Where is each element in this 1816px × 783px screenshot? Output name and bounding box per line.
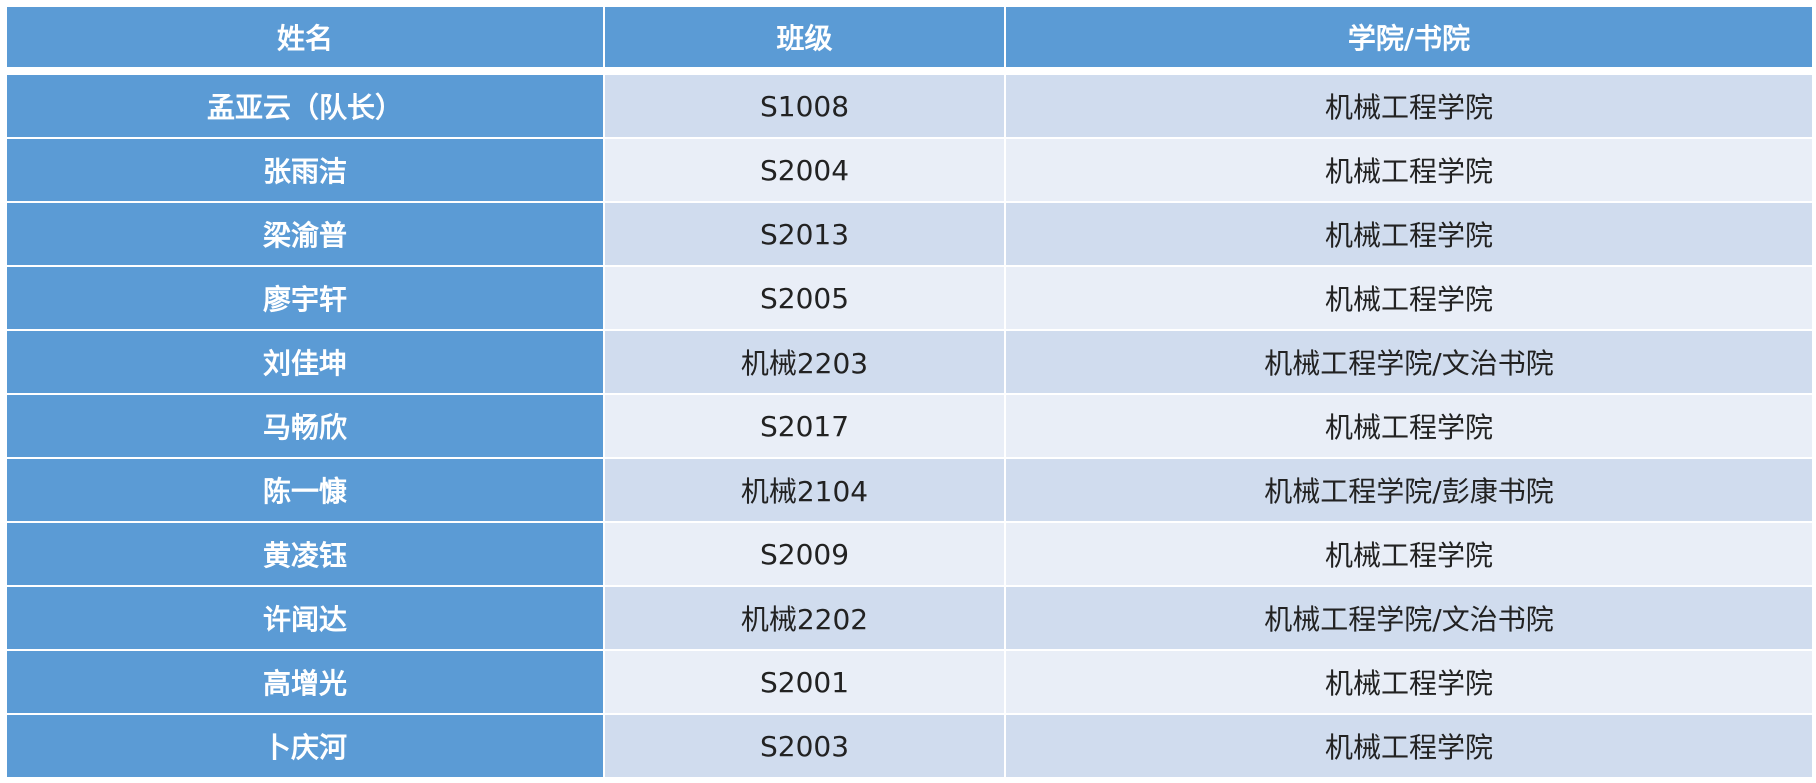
- class-cell: S2003: [605, 715, 1004, 777]
- college-cell: 机械工程学院: [1006, 715, 1812, 777]
- header-name: 姓名: [7, 7, 603, 73]
- table-row: 刘佳坤 机械2203 机械工程学院/文治书院: [7, 331, 1812, 393]
- name-cell: 黄凌钰: [7, 523, 603, 585]
- college-cell: 机械工程学院: [1006, 203, 1812, 265]
- college-cell: 机械工程学院/文治书院: [1006, 587, 1812, 649]
- class-cell: S1008: [605, 75, 1004, 137]
- class-cell: S2009: [605, 523, 1004, 585]
- team-table: 姓名 班级 学院/书院 孟亚云（队长） S1008 机械工程学院 张雨洁 S2004 机械…: [5, 5, 1814, 779]
- table-row: 梁渝普 S2013 机械工程学院: [7, 203, 1812, 265]
- name-cell: 许闻达: [7, 587, 603, 649]
- name-cell: 陈一慷: [7, 459, 603, 521]
- table-row: 陈一慷 机械2104 机械工程学院/彭康书院: [7, 459, 1812, 521]
- class-cell: 机械2202: [605, 587, 1004, 649]
- name-cell: 马畅欣: [7, 395, 603, 457]
- class-cell: S2004: [605, 139, 1004, 201]
- name-cell: 梁渝普: [7, 203, 603, 265]
- college-cell: 机械工程学院/彭康书院: [1006, 459, 1812, 521]
- table-row: 黄凌钰 S2009 机械工程学院: [7, 523, 1812, 585]
- name-cell: 廖宇轩: [7, 267, 603, 329]
- class-cell: 机械2104: [605, 459, 1004, 521]
- college-cell: 机械工程学院: [1006, 75, 1812, 137]
- college-cell: 机械工程学院/文治书院: [1006, 331, 1812, 393]
- college-cell: 机械工程学院: [1006, 139, 1812, 201]
- college-cell: 机械工程学院: [1006, 651, 1812, 713]
- class-cell: S2001: [605, 651, 1004, 713]
- class-cell: S2005: [605, 267, 1004, 329]
- header-college: 学院/书院: [1006, 7, 1812, 73]
- class-cell: S2017: [605, 395, 1004, 457]
- college-cell: 机械工程学院: [1006, 523, 1812, 585]
- college-cell: 机械工程学院: [1006, 395, 1812, 457]
- table-row: 廖宇轩 S2005 机械工程学院: [7, 267, 1812, 329]
- class-cell: 机械2203: [605, 331, 1004, 393]
- table-row: 高增光 S2001 机械工程学院: [7, 651, 1812, 713]
- table-row: 许闻达 机械2202 机械工程学院/文治书院: [7, 587, 1812, 649]
- table-row: 马畅欣 S2017 机械工程学院: [7, 395, 1812, 457]
- name-cell: 高增光: [7, 651, 603, 713]
- college-cell: 机械工程学院: [1006, 267, 1812, 329]
- header-class: 班级: [605, 7, 1004, 73]
- class-cell: S2013: [605, 203, 1004, 265]
- header-row: 姓名 班级 学院/书院: [7, 7, 1812, 73]
- table-row: 孟亚云（队长） S1008 机械工程学院: [7, 75, 1812, 137]
- name-cell: 张雨洁: [7, 139, 603, 201]
- name-cell: 卜庆河: [7, 715, 603, 777]
- name-cell: 孟亚云（队长）: [7, 75, 603, 137]
- table-row: 张雨洁 S2004 机械工程学院: [7, 139, 1812, 201]
- name-cell: 刘佳坤: [7, 331, 603, 393]
- table-row: 卜庆河 S2003 机械工程学院: [7, 715, 1812, 777]
